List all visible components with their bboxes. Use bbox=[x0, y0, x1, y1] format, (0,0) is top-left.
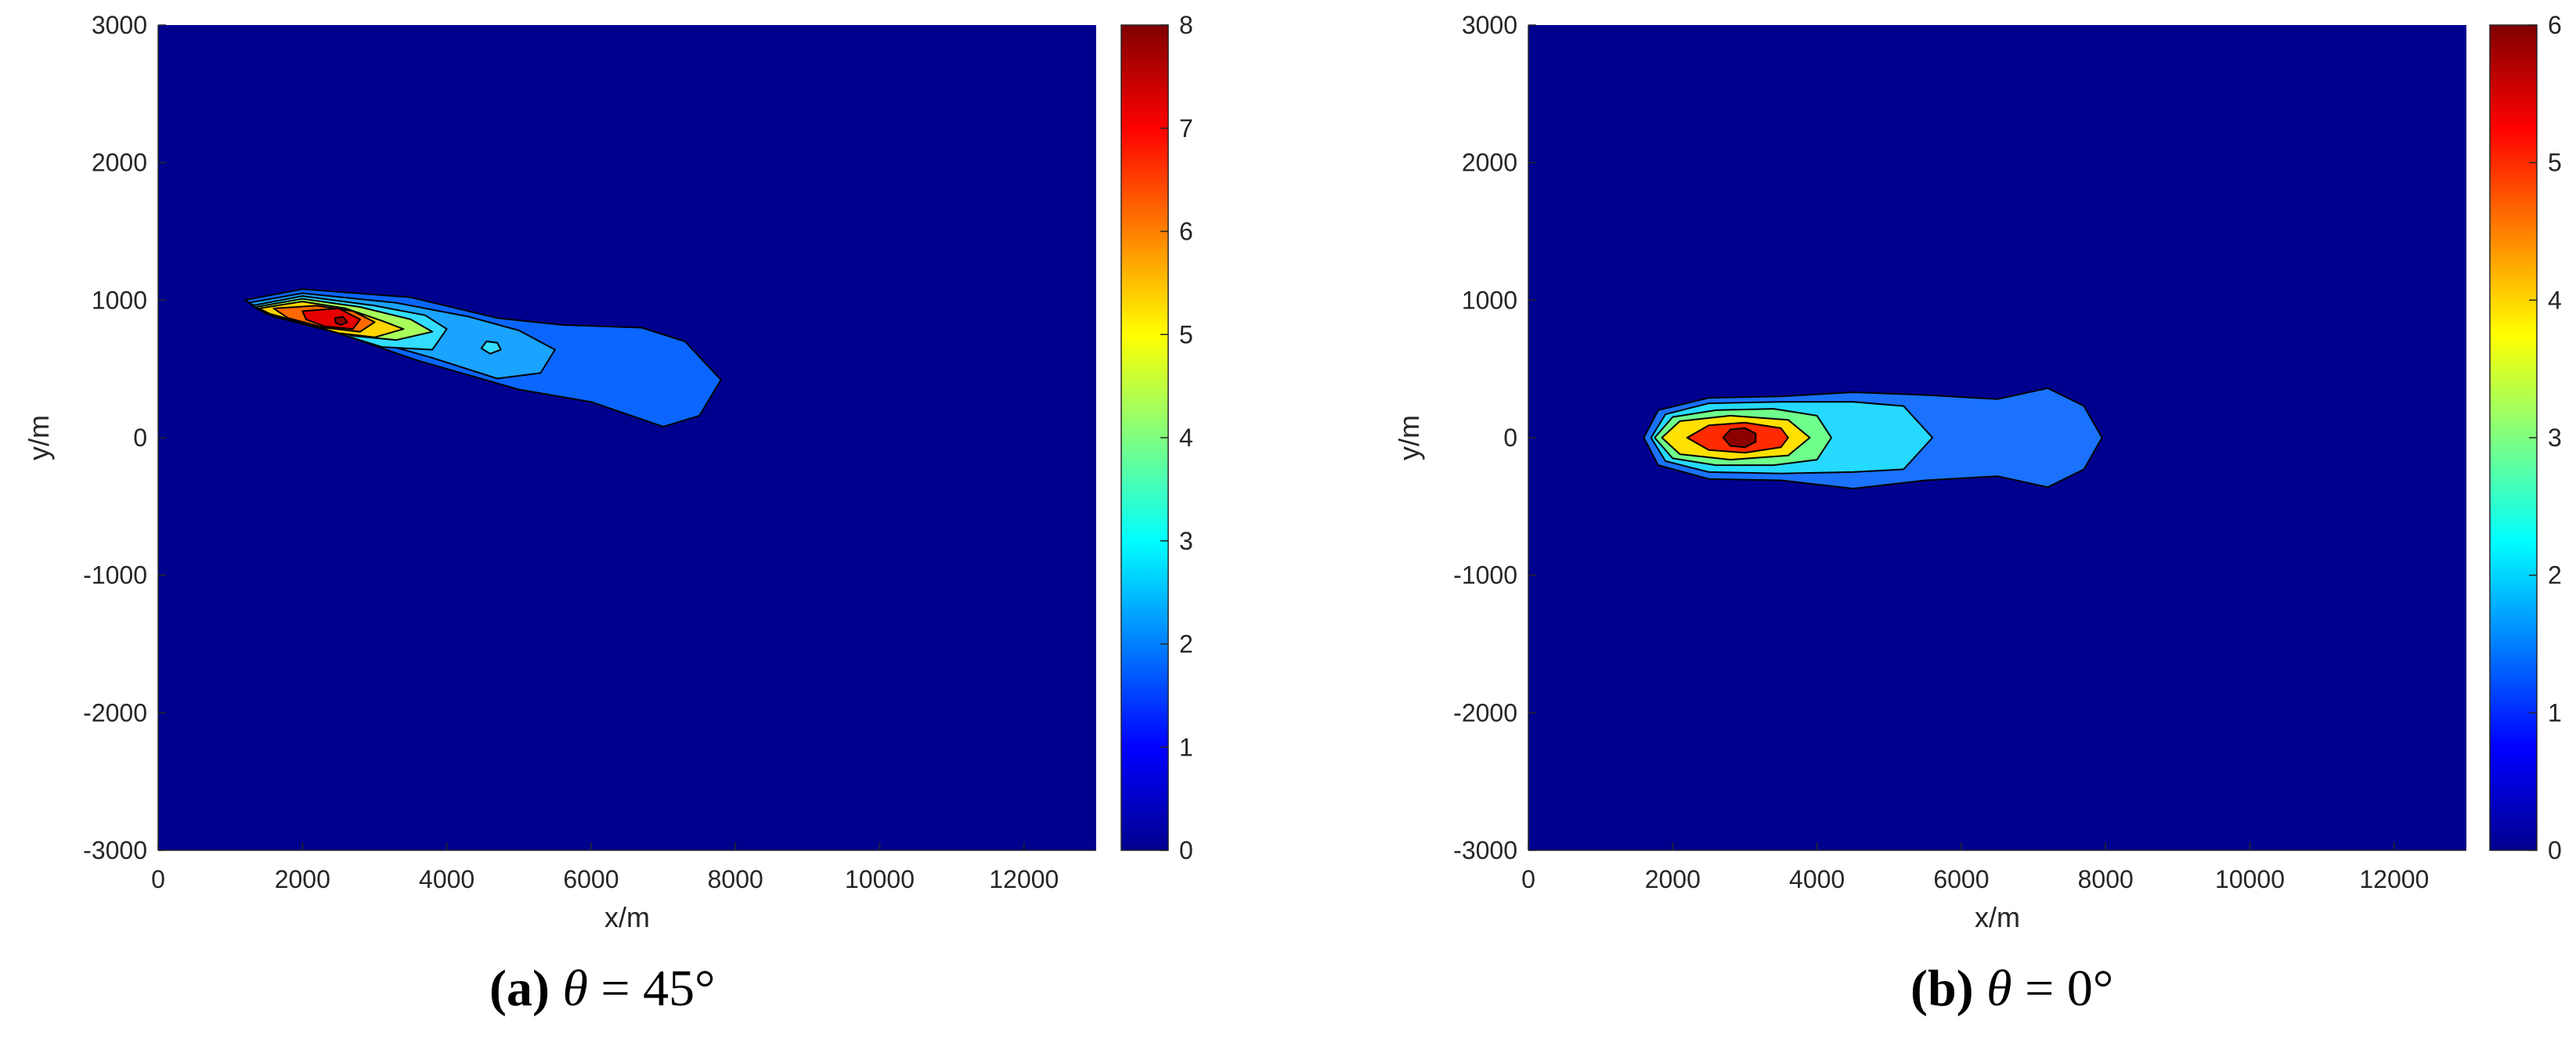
colorbar-tick-label: 2 bbox=[2548, 561, 2562, 590]
x-tick-label: 4000 bbox=[1789, 865, 1845, 893]
y-tick-label: -3000 bbox=[1453, 836, 1517, 864]
colorbar-tick-label: 5 bbox=[2548, 149, 2562, 177]
y-tick-label: 2000 bbox=[1462, 149, 1517, 177]
x-tick-label: 4000 bbox=[419, 865, 474, 893]
y-tick-label: 0 bbox=[133, 424, 147, 452]
panel-a: 0 2000 4000 6000 8000 10000 12000-3000-2000-10… bbox=[23, 11, 1193, 933]
y-tick-label: 0 bbox=[1503, 424, 1517, 452]
x-tick-label: 0 bbox=[1521, 865, 1535, 893]
x-tick-label: 6000 bbox=[1933, 865, 1989, 893]
panel-b: 0 2000 4000 6000 8000 10000 12000-3000-2000-10… bbox=[1393, 11, 2562, 933]
x-tick-label: 0 bbox=[151, 865, 165, 893]
x-tick-label: 6000 bbox=[563, 865, 619, 893]
x-tick-label: 8000 bbox=[708, 865, 763, 893]
contour-level-8 bbox=[334, 316, 348, 326]
caption-b-theta: θ bbox=[1986, 960, 2012, 1017]
caption-b-value: = 0° bbox=[2011, 960, 2114, 1017]
contour-level-3 bbox=[480, 341, 502, 355]
y-tick-label: -1000 bbox=[83, 561, 147, 590]
caption-a-label: (a) bbox=[489, 960, 550, 1017]
colorbar-tick-label: 4 bbox=[2548, 286, 2562, 314]
x-axis-label: x/m bbox=[1975, 901, 2020, 933]
y-tick-label: 3000 bbox=[1462, 11, 1517, 39]
colorbar-tick-label: 3 bbox=[2548, 424, 2562, 452]
caption-a-value: = 45° bbox=[587, 960, 716, 1017]
colorbar-tick-label: 1 bbox=[1179, 733, 1193, 761]
x-tick-label: 12000 bbox=[2359, 865, 2429, 893]
caption-a-theta: θ bbox=[562, 960, 588, 1017]
y-tick-label: 2000 bbox=[92, 149, 147, 177]
colorbar-tick-label: 0 bbox=[1179, 836, 1193, 864]
colorbar-tick-label: 1 bbox=[2548, 698, 2562, 727]
y-tick-label: -1000 bbox=[1453, 561, 1517, 590]
x-axis-label: x/m bbox=[604, 901, 650, 933]
plot-area bbox=[158, 25, 1096, 850]
colorbar-tick-label: 6 bbox=[1179, 218, 1193, 246]
x-tick-label: 10000 bbox=[845, 865, 915, 893]
caption-b: (b) θ = 0° bbox=[1910, 959, 2113, 1019]
y-axis-label: y/m bbox=[1393, 415, 1425, 460]
y-axis-label: y/m bbox=[23, 415, 55, 460]
colorbar-tick-label: 4 bbox=[1179, 424, 1193, 452]
y-tick-label: -3000 bbox=[83, 836, 147, 864]
colorbar-tick-label: 0 bbox=[2548, 836, 2562, 864]
colorbar-tick-label: 3 bbox=[1179, 527, 1193, 555]
colorbar-tick-label: 6 bbox=[2548, 11, 2562, 39]
x-tick-label: 12000 bbox=[989, 865, 1059, 893]
colorbar-tick-label: 5 bbox=[1179, 320, 1193, 348]
contour-level-7 bbox=[301, 307, 361, 330]
x-tick-label: 2000 bbox=[1645, 865, 1701, 893]
caption-a: (a) θ = 45° bbox=[489, 959, 716, 1019]
colorbar-tick-label: 8 bbox=[1179, 11, 1193, 39]
caption-b-label: (b) bbox=[1910, 960, 1974, 1017]
x-tick-label: 8000 bbox=[2078, 865, 2134, 893]
colorbar-tick-label: 7 bbox=[1179, 114, 1193, 142]
colorbar-tick-label: 2 bbox=[1179, 630, 1193, 658]
x-tick-label: 10000 bbox=[2215, 865, 2285, 893]
y-tick-label: 1000 bbox=[92, 286, 147, 314]
y-tick-label: -2000 bbox=[1453, 698, 1517, 727]
y-tick-label: 1000 bbox=[1462, 286, 1517, 314]
y-tick-label: 3000 bbox=[92, 11, 147, 39]
y-tick-label: -2000 bbox=[83, 698, 147, 727]
x-tick-label: 2000 bbox=[275, 865, 330, 893]
contour-level-6 bbox=[1722, 427, 1757, 449]
